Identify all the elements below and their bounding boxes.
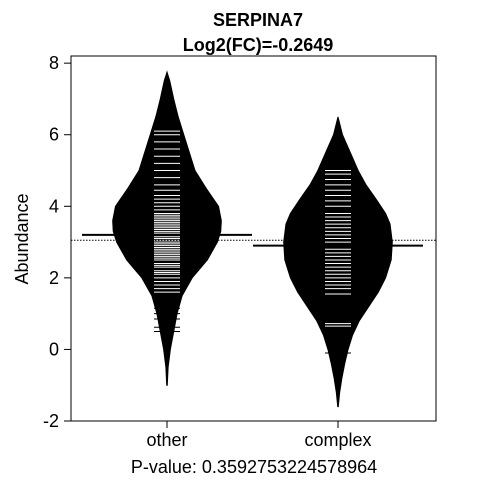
y-axis-label: Abundance [12,193,32,284]
x-axis: other complex [146,421,372,450]
y-tick-label: 0 [49,339,59,359]
y-axis: -2 0 2 4 6 8 [43,53,71,431]
x-tick-label-complex: complex [304,430,371,450]
p-value-footer: P-value: 0.3592753224578964 [131,457,377,477]
y-tick-label: 4 [49,196,59,216]
y-tick-label: 8 [49,53,59,73]
y-tick-label: 2 [49,268,59,288]
bean-other [112,70,222,386]
y-tick-label: 6 [49,125,59,145]
bean-complex [283,116,393,408]
chart-subtitle: Log2(FC)=-0.2649 [183,35,334,55]
bean-layer [71,70,436,408]
chart-title: SERPINA7 [213,10,303,30]
plot-frame [70,55,437,422]
y-tick-label: -2 [43,411,59,431]
x-tick-label-other: other [146,430,187,450]
